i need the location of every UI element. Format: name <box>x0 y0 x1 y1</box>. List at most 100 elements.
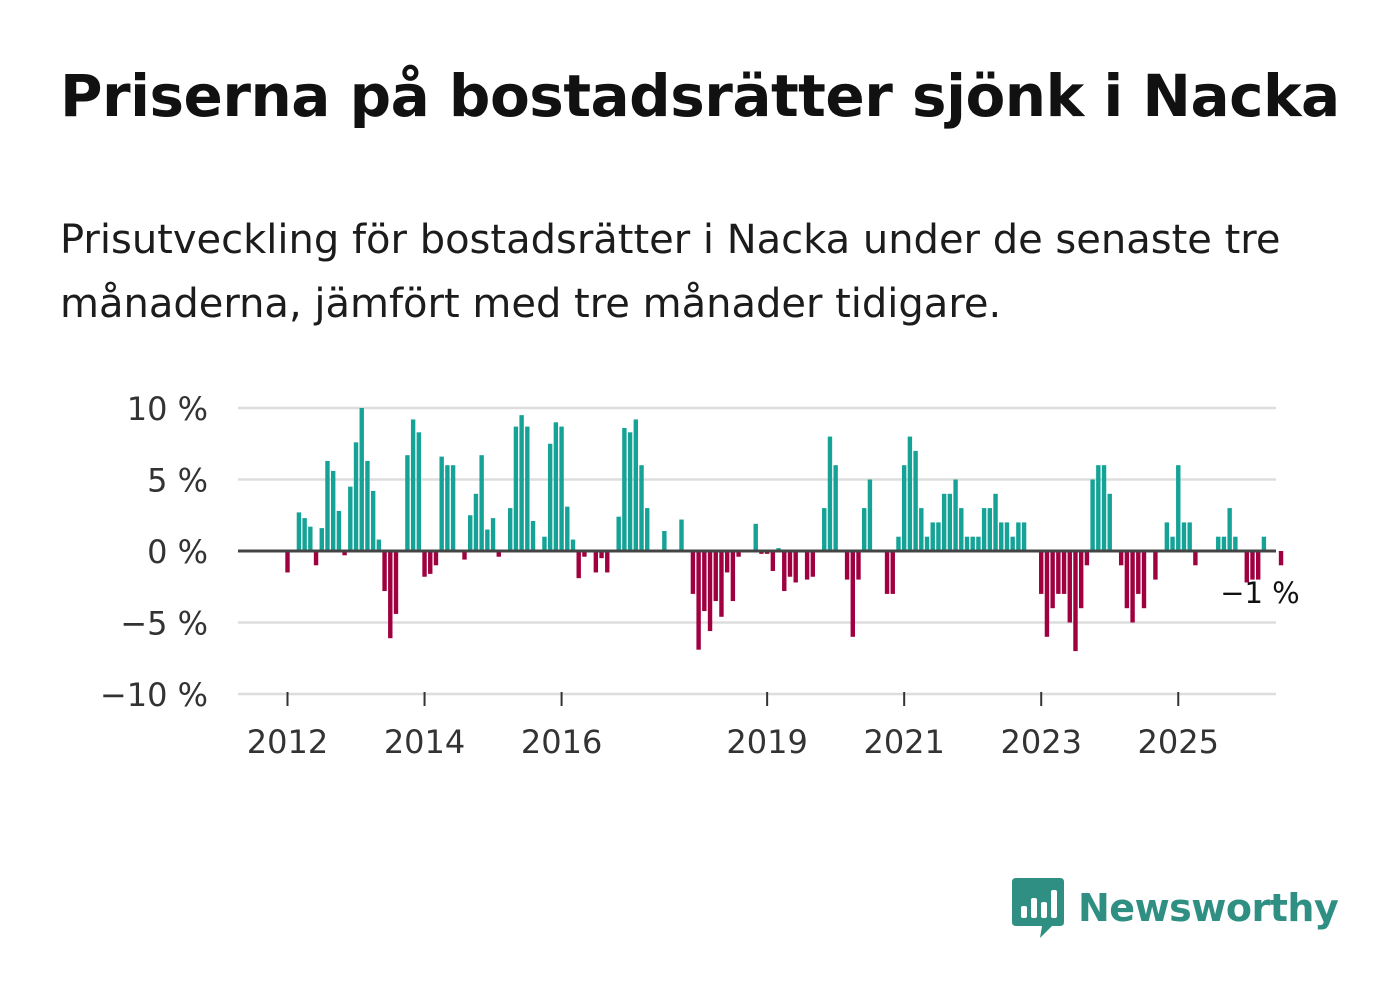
bar-negative <box>382 551 387 592</box>
bar-positive <box>913 450 918 551</box>
bar-positive <box>336 510 342 551</box>
bar-negative <box>285 551 290 573</box>
bar-positive <box>468 515 473 551</box>
bar-negative <box>1061 551 1067 594</box>
bar-positive <box>416 432 422 551</box>
bar-positive <box>553 422 559 551</box>
bar-positive <box>1181 522 1187 551</box>
bar-negative <box>696 551 701 650</box>
bar-positive <box>565 506 570 551</box>
bar-positive <box>987 508 993 551</box>
bar-negative <box>782 551 787 592</box>
bar-positive <box>519 415 524 551</box>
bar-negative <box>856 551 861 580</box>
bar-negative <box>313 551 319 566</box>
x-tick-label: 2023 <box>1001 723 1082 761</box>
bar-negative <box>1073 551 1078 652</box>
bar-positive <box>525 426 530 551</box>
bar-positive <box>827 436 833 551</box>
bar-positive <box>959 508 964 551</box>
bar-negative <box>462 551 467 560</box>
bar-positive <box>1101 465 1107 551</box>
bar-positive <box>439 456 444 551</box>
bar-positive <box>542 536 547 551</box>
bar-positive <box>405 455 410 551</box>
bar-positive <box>513 426 519 551</box>
logo-wordmark: Newsworthy <box>1078 886 1339 930</box>
bar-negative <box>1153 551 1158 580</box>
bar-negative <box>1244 551 1249 583</box>
bar-positive <box>1233 536 1238 551</box>
bar-positive <box>627 432 633 551</box>
bar-positive <box>376 539 382 551</box>
bar-negative <box>433 551 439 566</box>
bar-negative <box>1067 551 1072 623</box>
bar-positive <box>547 443 553 551</box>
bar-positive <box>1090 479 1095 551</box>
bar-negative <box>1136 551 1141 594</box>
bar-positive <box>901 465 907 551</box>
chart-subtitle: Prisutveckling för bostadsrätter i Nacka… <box>60 217 1281 327</box>
bar-negative <box>719 551 724 617</box>
x-tick-label: 2019 <box>726 723 807 761</box>
bar-positive <box>445 465 450 551</box>
bar-negative <box>1078 551 1084 609</box>
bar-positive <box>359 408 364 551</box>
bar-negative <box>422 551 427 577</box>
bar-negative <box>593 551 599 573</box>
bar-negative <box>1124 551 1130 609</box>
bar-positive <box>936 522 941 551</box>
chart-title: Priserna på bostadsrätter sjönk i Nacka <box>60 62 1340 130</box>
bar-negative <box>342 551 347 556</box>
bar-positive <box>473 493 479 551</box>
bar-positive <box>485 529 490 551</box>
bar-positive <box>1164 522 1170 551</box>
bar-positive <box>490 518 496 551</box>
bar-negative <box>582 551 587 557</box>
y-tick-label: −5 % <box>120 605 208 643</box>
bar-positive <box>319 528 324 551</box>
bar-negative <box>770 551 776 572</box>
bar-positive <box>941 493 947 551</box>
bar-positive <box>907 436 913 551</box>
x-tick-label: 2012 <box>247 723 328 761</box>
bar-positive <box>1216 536 1221 551</box>
bar-negative <box>1130 551 1135 623</box>
bar-positive <box>867 479 873 551</box>
bar-positive <box>450 465 456 551</box>
bar-positive <box>1107 493 1112 551</box>
bar-negative <box>388 551 393 639</box>
y-tick-label: −10 % <box>100 676 208 714</box>
bar-positive <box>302 518 307 551</box>
bar-positive <box>953 479 958 551</box>
bar-chart: 10 % 5 % 0 % −5 % −10 % 2012 2014 2016 2019 2021 2… <box>100 390 1300 761</box>
bar-positive <box>296 512 302 551</box>
x-tick-label: 2025 <box>1138 723 1219 761</box>
bar-negative <box>1256 551 1261 580</box>
bar-negative <box>713 551 718 602</box>
x-tick-label: 2014 <box>384 723 465 761</box>
bar-positive <box>924 536 930 551</box>
bar-positive <box>976 536 981 551</box>
bar-positive <box>1187 522 1192 551</box>
bar-negative <box>1278 551 1284 566</box>
bar-positive <box>1021 522 1027 551</box>
bar-negative <box>787 551 793 577</box>
bar-negative <box>1039 551 1044 594</box>
bar-negative <box>605 551 610 573</box>
bar-negative <box>690 551 696 594</box>
bar-negative <box>496 551 501 557</box>
bar-negative <box>844 551 850 580</box>
bar-positive <box>822 508 827 551</box>
bar-positive <box>622 428 627 551</box>
bar-positive <box>348 486 353 551</box>
bar-positive <box>753 523 758 551</box>
bar-negative <box>1141 551 1147 609</box>
newsworthy-logo[interactable]: Newsworthy <box>1012 878 1339 938</box>
bar-positive <box>308 526 313 551</box>
bar-positive <box>679 519 684 551</box>
bar-positive <box>1261 536 1267 551</box>
bar-negative <box>428 551 433 574</box>
bar-negative <box>1056 551 1061 594</box>
bar-negative <box>810 551 816 577</box>
